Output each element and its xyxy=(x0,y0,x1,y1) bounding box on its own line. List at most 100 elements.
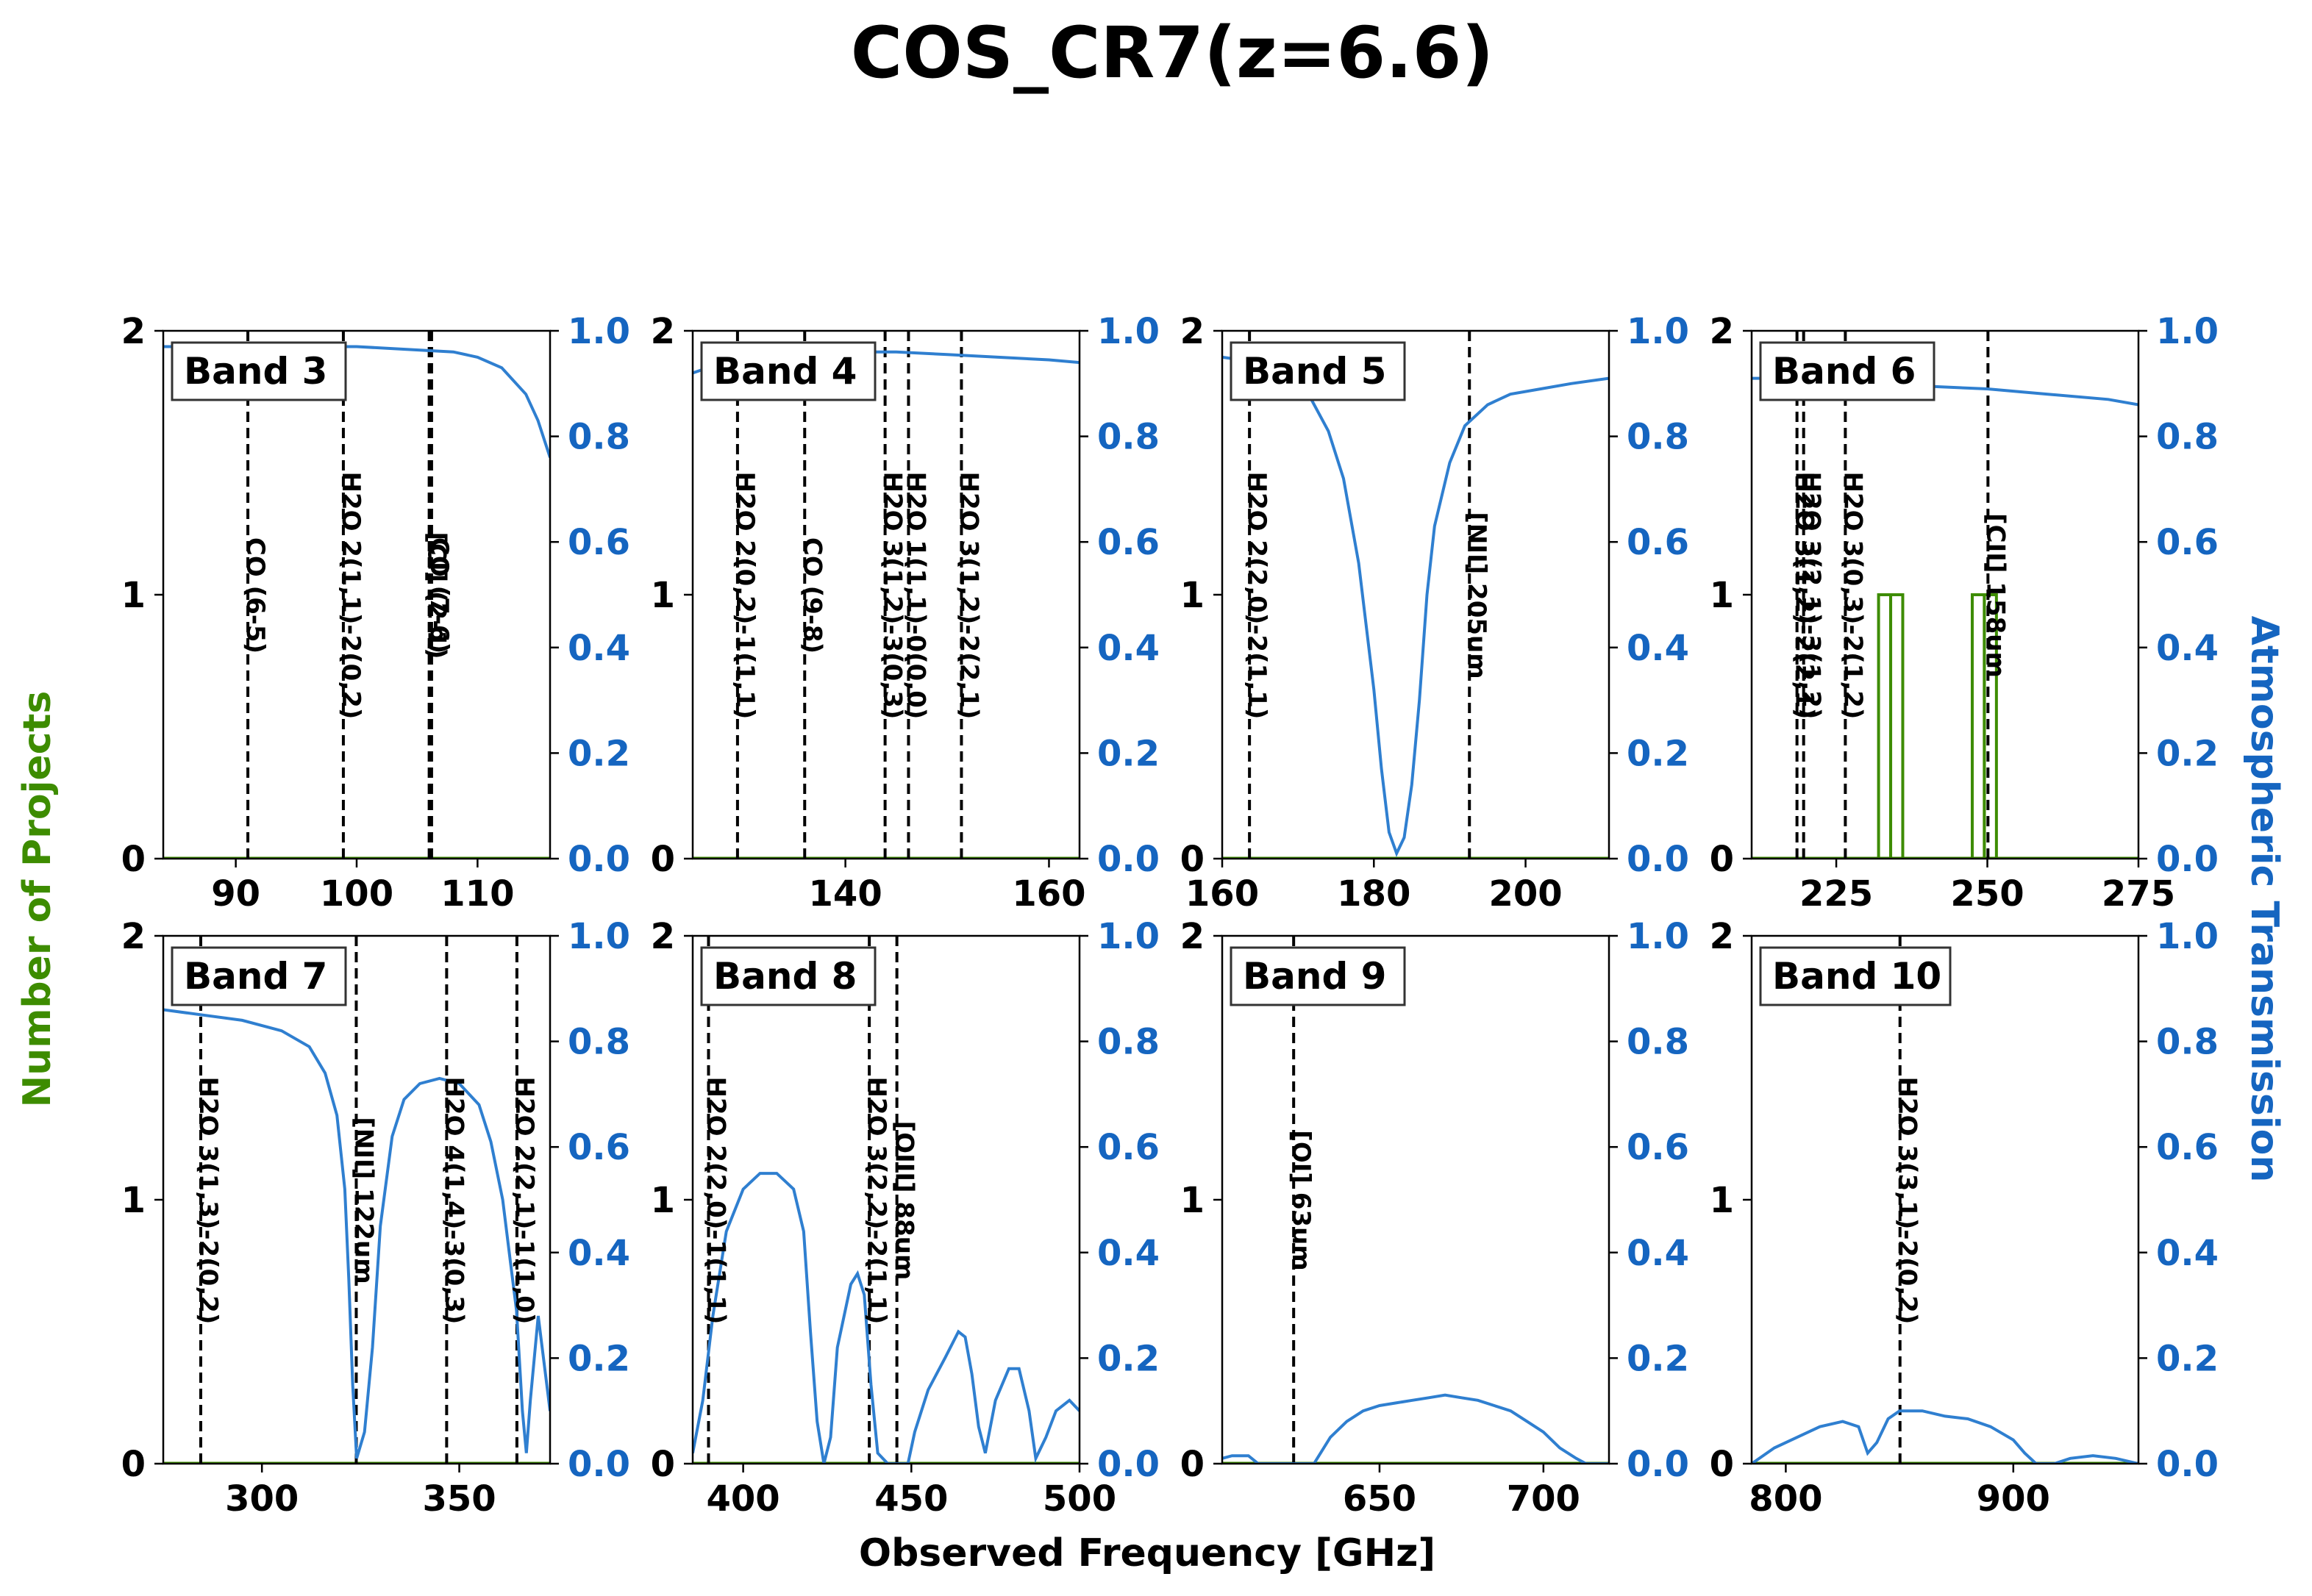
left-y-tick-label: 1 xyxy=(121,575,146,616)
right-y-tick-label: 0.6 xyxy=(2156,522,2219,563)
band-label-box: Band 10 xyxy=(1759,946,1952,1006)
left-y-tick-label: 0 xyxy=(1180,839,1205,880)
right-y-tick-label: 1.0 xyxy=(2156,311,2219,352)
band-label-frame xyxy=(1230,946,1406,1006)
x-tick-label: 650 xyxy=(1343,1478,1416,1520)
right-y-tick-label: 0.8 xyxy=(568,417,630,458)
left-y-tick-label: 0 xyxy=(1710,1444,1734,1485)
project-bar xyxy=(1983,593,1998,859)
band-label-box: Band 6 xyxy=(1759,341,1935,401)
right-y-tick-label: 0.8 xyxy=(2156,417,2219,458)
right-y-tick-label: 0.0 xyxy=(1627,839,1689,880)
right-y-tick-label: 1.0 xyxy=(1097,311,1160,352)
left-y-tick-label: 1 xyxy=(1180,575,1205,616)
panel-frame xyxy=(1221,934,1610,1465)
x-tick-label: 800 xyxy=(1749,1478,1822,1520)
spectral-line-label: H2O 2(1,1)-2(0,2) xyxy=(336,472,365,720)
x-tick-label: 160 xyxy=(1012,873,1085,915)
band-label: Band 9 xyxy=(1243,955,1386,998)
plot-area xyxy=(1222,936,1609,1464)
right-y-tick-label: 0.6 xyxy=(1627,1127,1689,1168)
x-axis-label: Observed Frequency [GHz] xyxy=(859,1531,1435,1575)
spectral-line-label: H2O 2(2,0)-1(1,1) xyxy=(701,1077,730,1325)
spectral-line-label: H2O 3(2,1)-3(1,2) xyxy=(1797,472,1826,720)
right-y-tick-label: 0.4 xyxy=(568,1233,630,1274)
x-tick-label: 350 xyxy=(422,1478,496,1520)
right-y-tick-label: 0.6 xyxy=(1097,522,1160,563)
spectral-line-label: H2O 3(0,3)-2(1,2) xyxy=(1838,472,1867,720)
spectral-line-label: CO (7-6) xyxy=(424,537,454,654)
right-y-tick-label: 0.2 xyxy=(2156,1338,2219,1379)
left-y-tick-label: 1 xyxy=(1180,1180,1205,1221)
left-y-tick-label: 2 xyxy=(651,311,675,352)
right-y-tick-label: 0.4 xyxy=(1097,1233,1160,1274)
right-y-tick-label: 0.4 xyxy=(1627,628,1689,669)
transmission-curve xyxy=(1222,1393,1609,1464)
panel-frame xyxy=(1221,329,1610,860)
right-y-tick-label: 1.0 xyxy=(1097,916,1160,957)
right-y-tick-label: 0.2 xyxy=(568,1338,630,1379)
panel-frame xyxy=(1750,934,2140,1465)
right-y-tick-label: 0.8 xyxy=(1097,1022,1160,1063)
panel-7: [OI] 63um Band 9 0 1 2 0.0 0.2 0.4 0.6 0.8 1.0 650 7… xyxy=(1180,916,1689,1520)
band-label-box: Band 4 xyxy=(700,341,877,401)
left-y-axis-label: Number of Projects xyxy=(15,691,60,1108)
spectral-line-label: H2O 3(3,1)-2(0,2) xyxy=(1893,1077,1922,1325)
band-label-frame xyxy=(171,946,347,1006)
band-label-box: Band 5 xyxy=(1230,341,1406,401)
panel-3: H2O 2(2,0)-2(1,1) [NII] 205um Band 5 0 1 2 0.0… xyxy=(1180,311,1689,915)
right-y-tick-label: 0.0 xyxy=(1627,1444,1689,1485)
transmission-curve xyxy=(1222,355,1609,857)
band-label-frame xyxy=(1759,341,1935,401)
panel-1: CO (6-5) H2O 2(1,1)-2(0,2) [CI] (2-1)CO (7… xyxy=(121,311,630,915)
band-label-box: Band 9 xyxy=(1230,946,1406,1006)
right-y-tick-label: 0.8 xyxy=(1627,417,1689,458)
band-label: Band 3 xyxy=(184,350,327,393)
right-y-tick-label: 0.6 xyxy=(1097,1127,1160,1168)
spectral-line-label: CO (9-8) xyxy=(797,537,827,654)
panel-8: H2O 3(3,1)-2(0,2) Band 10 0 1 2 0.0 0.2 0.4 0.6 0… xyxy=(1710,916,2219,1520)
left-y-tick-label: 0 xyxy=(651,1444,675,1485)
x-tick-label: 275 xyxy=(2102,873,2175,915)
right-y-tick-label: 0.4 xyxy=(1627,1233,1689,1274)
right-y-tick-label: 0.6 xyxy=(568,522,630,563)
x-tick-label: 500 xyxy=(1043,1478,1116,1520)
right-y-tick-label: 0.2 xyxy=(1627,733,1689,774)
panel-4: H2O 3(1,2)-2(2,1)H2O 3(2,1)-3(1,2) H2O 3(… xyxy=(1710,311,2219,915)
right-y-tick-label: 1.0 xyxy=(2156,916,2219,957)
spectral-line-label: H2O 2(2,1)-1(1,0) xyxy=(510,1077,539,1325)
right-y-tick-label: 0.0 xyxy=(2156,1444,2219,1485)
spectral-line-label: H2O 3(1,2)-2(2,1) xyxy=(1790,472,1819,720)
x-tick-label: 225 xyxy=(1799,873,1873,915)
right-y-tick-label: 0.8 xyxy=(2156,1022,2219,1063)
x-tick-label: 180 xyxy=(1337,873,1410,915)
right-y-tick-label: 1.0 xyxy=(568,311,630,352)
right-y-tick-label: 0.0 xyxy=(2156,839,2219,880)
band-label-frame xyxy=(700,946,877,1006)
right-y-tick-label: 0.6 xyxy=(2156,1127,2219,1168)
left-y-tick-label: 1 xyxy=(651,1180,675,1221)
band-label-frame xyxy=(1230,341,1406,401)
band-label-frame xyxy=(1759,946,1952,1006)
spectral-line-label: [CII] 158um xyxy=(1980,513,2010,678)
x-tick-label: 900 xyxy=(1977,1478,2050,1520)
right-y-tick-label: 0.8 xyxy=(1627,1022,1689,1063)
band-label: Band 8 xyxy=(713,955,857,998)
x-tick-label: 400 xyxy=(707,1478,780,1520)
left-y-tick-label: 1 xyxy=(651,575,675,616)
right-y-tick-label: 0.8 xyxy=(1097,417,1160,458)
transmission-curve xyxy=(1752,1409,2138,1464)
left-y-tick-label: 0 xyxy=(121,839,146,880)
left-y-tick-label: 2 xyxy=(1710,916,1734,957)
spectral-line-label: H2O 3(2,2)-2(1,1) xyxy=(862,1077,891,1325)
x-tick-label: 110 xyxy=(440,873,514,915)
spectral-line-label: [NII] 205um xyxy=(1462,512,1491,679)
band-label-box: Band 8 xyxy=(700,946,877,1006)
right-y-tick-label: 0.2 xyxy=(1097,733,1160,774)
spectral-line-label: [OI] 63um xyxy=(1286,1130,1316,1270)
panels: CO (6-5) H2O 2(1,1)-2(0,2) [CI] (2-1)CO (7… xyxy=(121,311,2219,1520)
band-label-box: Band 7 xyxy=(171,946,347,1006)
right-y-tick-label: 1.0 xyxy=(1627,916,1689,957)
project-bar xyxy=(1877,593,1893,859)
